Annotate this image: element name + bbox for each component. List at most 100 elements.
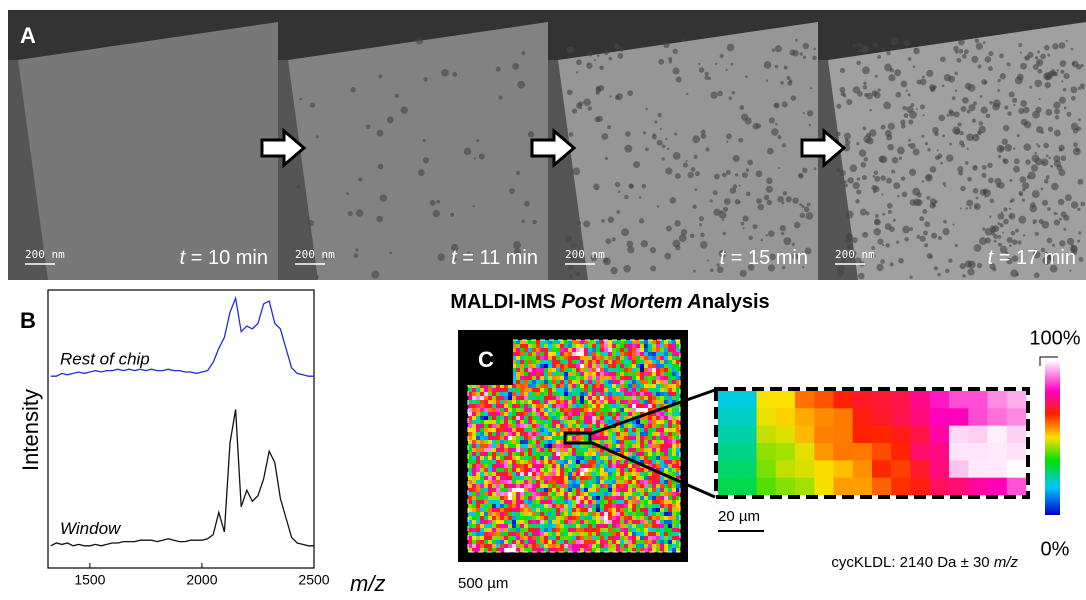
map-pixel bbox=[560, 452, 564, 456]
map-pixel bbox=[524, 364, 528, 368]
particle bbox=[947, 114, 950, 117]
particle bbox=[596, 91, 600, 95]
particle bbox=[627, 90, 633, 96]
particle bbox=[895, 92, 901, 98]
map-pixel bbox=[468, 388, 472, 392]
particle bbox=[913, 148, 920, 155]
particle bbox=[781, 232, 784, 235]
map-pixel bbox=[652, 472, 656, 476]
map-pixel bbox=[528, 528, 532, 532]
map-pixel bbox=[612, 416, 616, 420]
particle bbox=[667, 148, 670, 151]
map-pixel bbox=[548, 432, 552, 436]
map-pixel bbox=[512, 432, 516, 436]
map-pixel bbox=[520, 392, 524, 396]
map-pixel bbox=[616, 536, 620, 540]
map-pixel bbox=[592, 384, 596, 388]
map-pixel bbox=[544, 400, 548, 404]
map-pixel bbox=[528, 372, 532, 376]
map-pixel bbox=[612, 440, 616, 444]
zoom-pixel bbox=[776, 460, 796, 478]
map-pixel bbox=[524, 416, 528, 420]
map-pixel bbox=[468, 456, 472, 460]
map-pixel bbox=[644, 420, 648, 424]
map-pixel bbox=[664, 460, 668, 464]
particle bbox=[1035, 232, 1039, 236]
map-pixel bbox=[524, 380, 528, 384]
map-pixel bbox=[604, 436, 608, 440]
map-pixel bbox=[508, 432, 512, 436]
map-pixel bbox=[520, 524, 524, 528]
map-pixel bbox=[580, 496, 584, 500]
particle bbox=[521, 51, 525, 55]
particle bbox=[1047, 238, 1053, 244]
map-pixel bbox=[580, 488, 584, 492]
map-pixel bbox=[528, 444, 532, 448]
map-pixel bbox=[656, 532, 660, 536]
map-pixel bbox=[528, 484, 532, 488]
map-pixel bbox=[516, 496, 520, 500]
map-pixel bbox=[612, 412, 616, 416]
map-pixel bbox=[612, 464, 616, 468]
map-pixel bbox=[568, 360, 572, 364]
map-pixel bbox=[476, 540, 480, 544]
map-pixel bbox=[528, 516, 532, 520]
map-pixel bbox=[560, 464, 564, 468]
map-pixel bbox=[608, 528, 612, 532]
particle bbox=[1013, 104, 1015, 106]
map-pixel bbox=[588, 396, 592, 400]
map-pixel bbox=[636, 512, 640, 516]
particle bbox=[641, 240, 648, 247]
particle bbox=[782, 101, 788, 107]
map-pixel bbox=[676, 484, 680, 488]
map-pixel bbox=[596, 368, 600, 372]
map-pixel bbox=[524, 396, 528, 400]
map-pixel bbox=[560, 376, 564, 380]
map-pixel bbox=[628, 444, 632, 448]
map-pixel bbox=[492, 468, 496, 472]
map-pixel bbox=[532, 388, 536, 392]
map-pixel bbox=[552, 396, 556, 400]
map-pixel bbox=[488, 392, 492, 396]
map-pixel bbox=[544, 500, 548, 504]
particle bbox=[1066, 112, 1071, 117]
map-pixel bbox=[540, 524, 544, 528]
map-pixel bbox=[660, 396, 664, 400]
map-pixel bbox=[648, 372, 652, 376]
map-pixel bbox=[664, 512, 668, 516]
particle bbox=[782, 143, 786, 147]
zoom-pixel bbox=[968, 426, 988, 444]
map-pixel bbox=[588, 372, 592, 376]
particle bbox=[1054, 160, 1061, 167]
map-pixel bbox=[508, 496, 512, 500]
particle bbox=[1053, 102, 1060, 109]
particle bbox=[1015, 229, 1019, 233]
map-pixel bbox=[556, 440, 560, 444]
map-pixel bbox=[560, 476, 564, 480]
map-pixel bbox=[544, 408, 548, 412]
map-pixel bbox=[484, 456, 488, 460]
map-pixel bbox=[520, 416, 524, 420]
map-pixel bbox=[528, 508, 532, 512]
map-pixel bbox=[624, 388, 628, 392]
map-pixel bbox=[588, 488, 592, 492]
map-pixel bbox=[548, 536, 552, 540]
map-pixel bbox=[616, 488, 620, 492]
particle bbox=[783, 191, 787, 195]
map-pixel bbox=[652, 536, 656, 540]
map-pixel bbox=[648, 500, 652, 504]
time-variable: t bbox=[451, 247, 458, 269]
particle bbox=[740, 270, 747, 277]
map-pixel bbox=[612, 340, 616, 344]
map-pixel bbox=[604, 356, 608, 360]
map-pixel bbox=[512, 480, 516, 484]
map-pixel bbox=[524, 496, 528, 500]
map-pixel bbox=[488, 488, 492, 492]
particle bbox=[957, 122, 961, 126]
particle bbox=[780, 81, 784, 85]
map-pixel bbox=[524, 428, 528, 432]
map-pixel bbox=[540, 476, 544, 480]
map-pixel bbox=[548, 452, 552, 456]
map-pixel bbox=[496, 500, 500, 504]
map-pixel bbox=[628, 392, 632, 396]
